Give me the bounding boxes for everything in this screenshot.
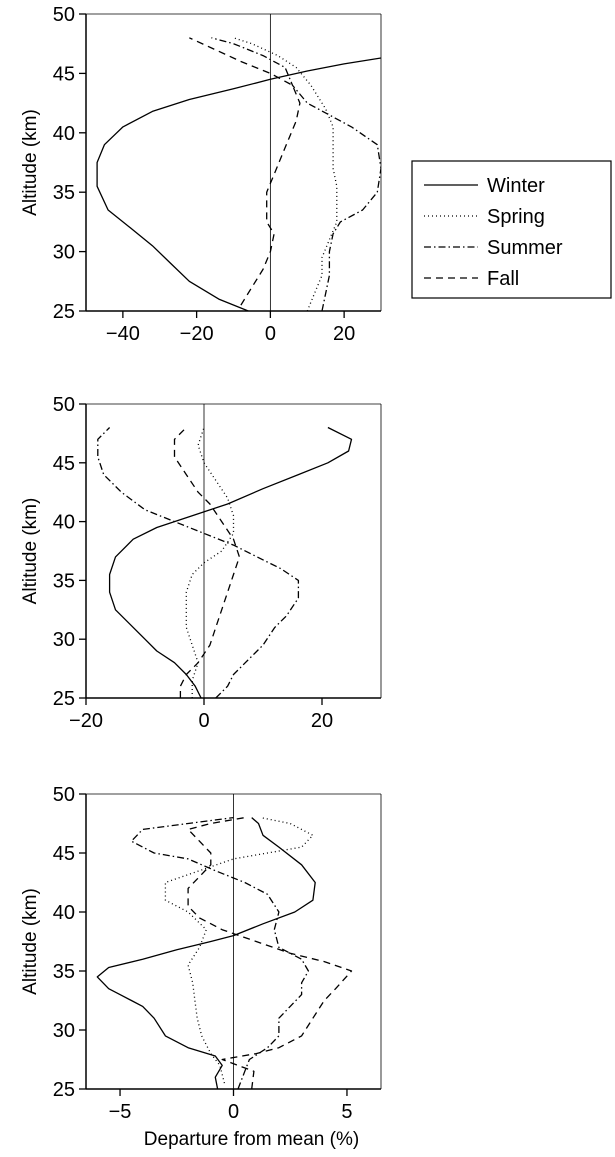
- x-tick-label: 5: [341, 1101, 352, 1123]
- y-tick-label: 50: [53, 394, 75, 416]
- y-tick-label: 50: [53, 784, 75, 806]
- series-spring: [164, 816, 314, 1084]
- legend-item-fall: Fall: [424, 268, 519, 290]
- y-tick-label: 30: [53, 629, 75, 651]
- x-tick-label: −20: [69, 710, 103, 732]
- series-spring: [233, 37, 338, 311]
- series-summer: [97, 427, 300, 698]
- chart-panel-2: 25 30 35 40 45 50 −20 0 20 Altitude (km): [20, 394, 382, 732]
- x-tick-label: −40: [106, 323, 140, 345]
- x-tick-label: 20: [311, 710, 333, 732]
- x-axis-title: Departure from mean (%): [144, 1129, 359, 1150]
- y-tick-label: 25: [53, 688, 75, 710]
- series-summer: [211, 37, 381, 311]
- legend: Winter Spring Summer Fall: [411, 160, 612, 299]
- series-fall: [173, 427, 241, 698]
- legend-label-fall: Fall: [487, 268, 519, 290]
- legend-item-winter: Winter: [424, 175, 545, 197]
- y-tick-label: 25: [53, 301, 75, 323]
- legend-item-spring: Spring: [424, 206, 545, 228]
- legend-box: [411, 160, 612, 299]
- x-tick-label: 20: [333, 323, 355, 345]
- y-tick-label: 30: [53, 242, 75, 264]
- legend-label-winter: Winter: [487, 175, 545, 197]
- y-axis-title: Altitude (km): [20, 109, 41, 216]
- series-fall: [189, 37, 301, 306]
- y-tick-label: 35: [53, 961, 75, 983]
- y-tick-label: 25: [53, 1079, 75, 1101]
- y-tick-label: 35: [53, 570, 75, 592]
- series-winter: [108, 426, 353, 698]
- series-winter: [96, 57, 381, 311]
- y-axis-title: Altitude (km): [20, 498, 41, 605]
- y-tick-label: 45: [53, 453, 75, 475]
- legend-label-spring: Spring: [487, 206, 545, 228]
- series-group: [96, 37, 381, 311]
- y-tick-label: 45: [53, 63, 75, 85]
- x-tick-label: −5: [109, 1101, 132, 1123]
- x-tick-label: 0: [265, 323, 276, 345]
- y-tick-label: 45: [53, 843, 75, 865]
- x-tick-label: 0: [198, 710, 209, 732]
- series-fall: [187, 816, 353, 1089]
- x-tick-label: 0: [228, 1101, 239, 1123]
- y-tick-label: 35: [53, 182, 75, 204]
- series-spring: [185, 427, 235, 698]
- series-group: [96, 816, 353, 1089]
- y-tick-label: 40: [53, 512, 75, 534]
- x-tick-label: −20: [180, 323, 214, 345]
- chart-panel-1: 25 30 35 40 45 50 −40 −20 0 20 Altitude (km): [20, 4, 382, 345]
- y-tick-label: 30: [53, 1020, 75, 1042]
- series-group: [97, 426, 353, 698]
- y-tick-label: 50: [53, 4, 75, 26]
- legend-label-summer: Summer: [487, 237, 563, 259]
- y-tick-label: 40: [53, 902, 75, 924]
- series-winter: [96, 817, 316, 1089]
- y-tick-label: 40: [53, 123, 75, 145]
- legend-item-summer: Summer: [424, 237, 563, 259]
- series-summer: [130, 816, 310, 1089]
- y-axis-title: Altitude (km): [20, 888, 41, 995]
- chart-panel-3: 25 30 35 40 45 50 −5 0 5 Altitude (km) Departure f…: [20, 784, 382, 1150]
